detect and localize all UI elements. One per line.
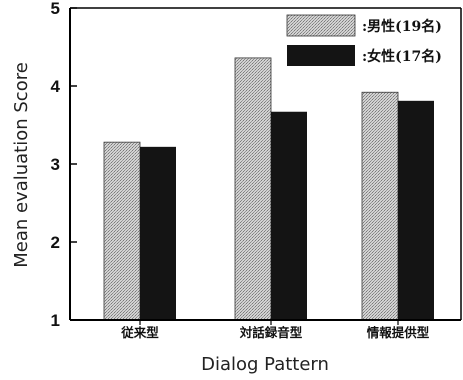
- legend-swatch-female: [287, 45, 355, 66]
- y-ticks-group: 1 2 3 4 5: [51, 0, 77, 330]
- bar-male-0: [103, 141, 141, 321]
- x-category-label-1: 対話録音型: [239, 325, 303, 340]
- bar-female-0: [140, 146, 176, 320]
- legend-label-female: :女性(17名): [362, 48, 442, 65]
- legend-label-male: :男性(19名): [362, 18, 442, 35]
- legend-swatch-male: [286, 14, 356, 37]
- bar-male-1: [234, 57, 272, 321]
- y-tick-label-2: 3: [51, 155, 60, 174]
- x-axis-title: Dialog Pattern: [201, 354, 329, 375]
- y-tick-label-4: 5: [51, 0, 60, 18]
- legend: :男性(19名) :女性(17名): [286, 14, 442, 66]
- y-axis-title: Mean evaluation Score: [11, 62, 32, 268]
- x-ticks-group: 従来型 対話録音型 情報提供型: [120, 320, 430, 340]
- y-tick-label-0: 1: [51, 311, 60, 330]
- y-tick-label-1: 2: [51, 233, 60, 252]
- y-tick-label-3: 4: [51, 77, 61, 96]
- bars-group: [103, 57, 434, 321]
- x-category-label-0: 従来型: [120, 325, 159, 340]
- bar-male-2: [361, 91, 399, 321]
- bar-female-2: [398, 100, 434, 320]
- bar-female-1: [271, 111, 307, 321]
- x-category-label-2: 情報提供型: [367, 325, 430, 340]
